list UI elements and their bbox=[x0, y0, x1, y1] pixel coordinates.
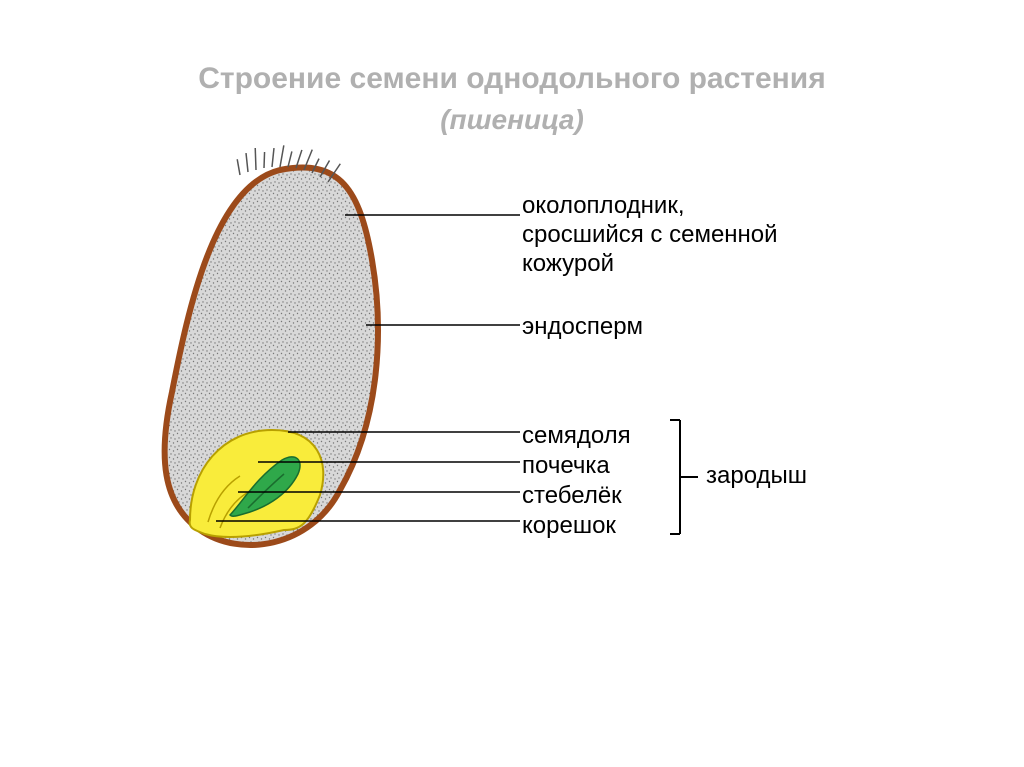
label-plumule: почечка bbox=[522, 452, 610, 481]
seed-diagram bbox=[0, 0, 1024, 767]
label-radicle: корешок bbox=[522, 512, 616, 541]
label-embryo-bracket: зародыш bbox=[706, 462, 807, 491]
label-stemlet: стебелёк bbox=[522, 482, 622, 511]
label-cotyledon: семядоля bbox=[522, 422, 631, 451]
label-pericarp: околоплодник,сросшийся с семеннойкожурой bbox=[522, 192, 778, 278]
label-endosperm: эндосперм bbox=[522, 313, 643, 342]
